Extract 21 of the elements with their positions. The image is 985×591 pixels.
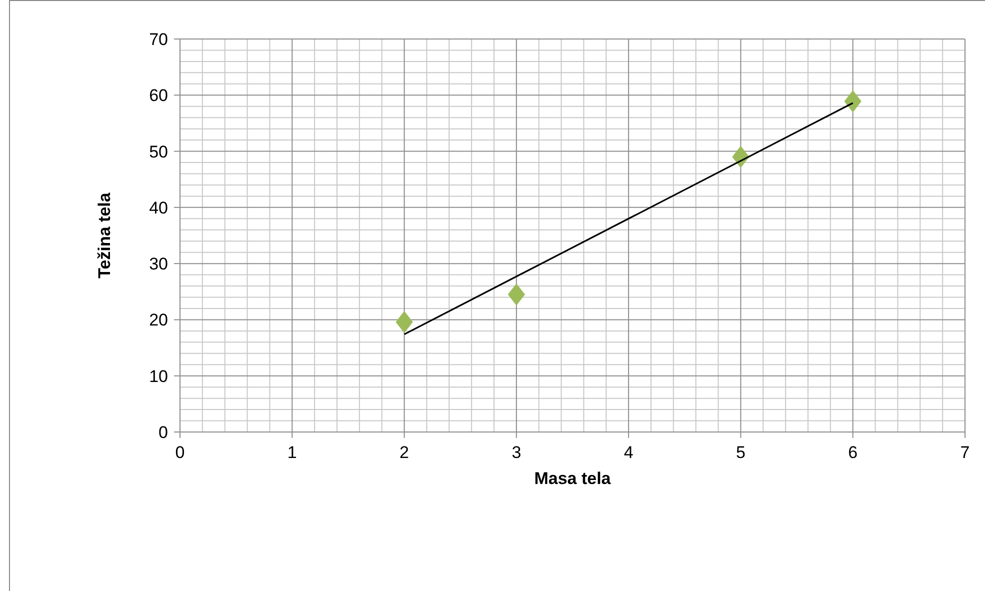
- x-tick-label: 2: [400, 443, 410, 462]
- y-tick-label: 60: [149, 86, 168, 106]
- point: [844, 90, 862, 112]
- x-axis-title: Masa tela: [534, 469, 612, 488]
- y-axis-title: Težina tela: [95, 192, 114, 278]
- y-tick-label: 70: [149, 30, 168, 49]
- point: [396, 310, 413, 333]
- x-tick-label: 4: [624, 443, 634, 462]
- x-tick-label: 7: [960, 443, 970, 462]
- y-tick-label: 50: [149, 142, 168, 162]
- x-tick-label: 6: [848, 443, 858, 462]
- x-tick-label: 1: [287, 443, 297, 462]
- point: [508, 283, 526, 306]
- y-tick-label: 30: [149, 254, 168, 274]
- y-tick-label: 20: [149, 310, 168, 330]
- y-tick-label: 0: [158, 423, 168, 442]
- x-tick-label: 5: [736, 443, 746, 462]
- y-tick-label: 10: [149, 366, 168, 386]
- x-tick-label: 0: [175, 443, 185, 462]
- y-tick-label: 40: [149, 198, 168, 218]
- x-tick-label: 3: [512, 443, 522, 462]
